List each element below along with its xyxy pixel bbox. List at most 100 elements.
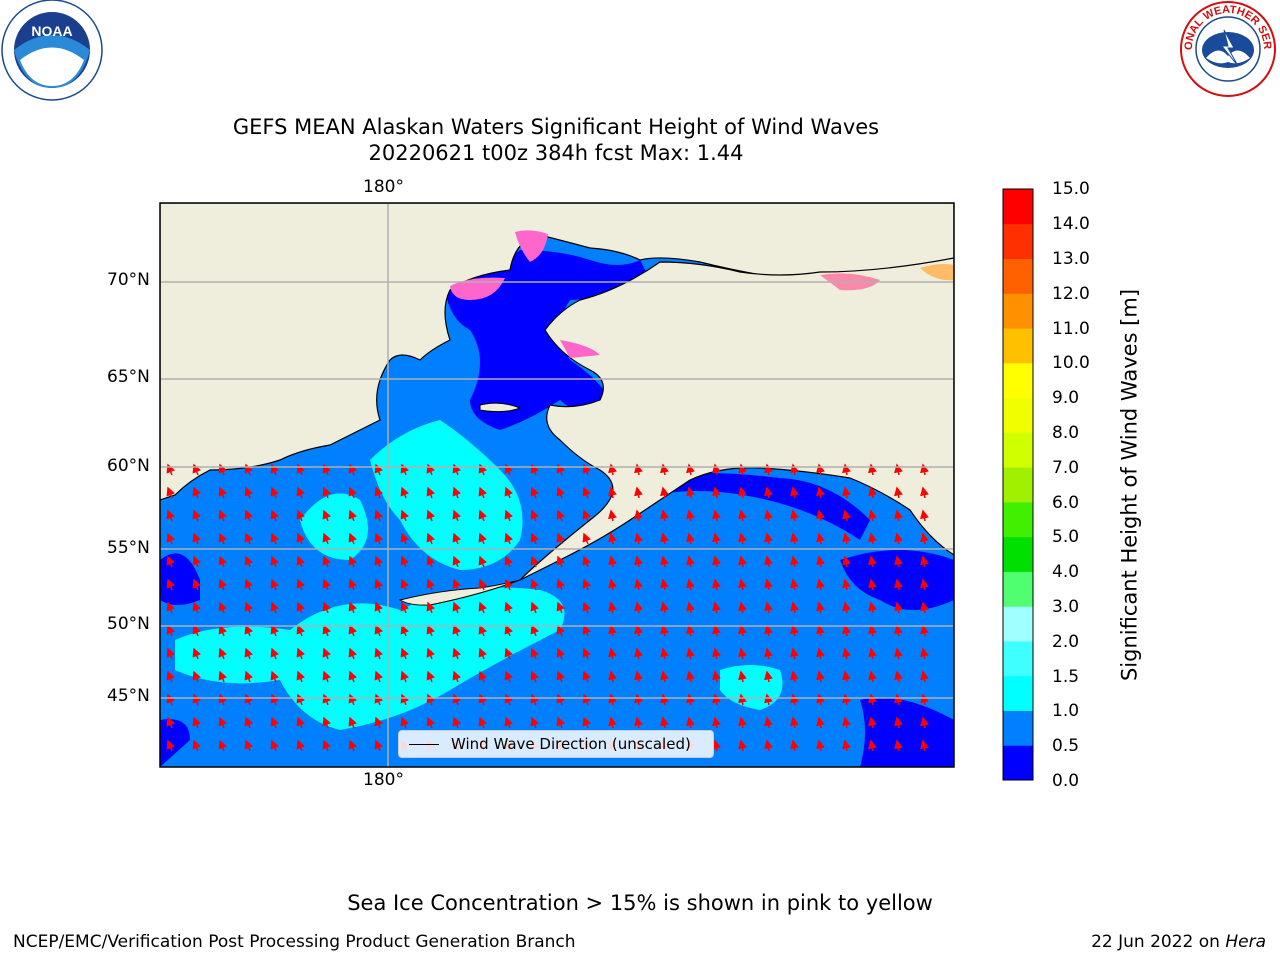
wave-direction-arrow <box>530 532 539 545</box>
wave-direction-arrow <box>634 693 643 706</box>
wave-direction-arrow <box>244 739 253 752</box>
colorbar-segment <box>1003 397 1033 433</box>
wave-direction-arrow <box>478 601 487 614</box>
colorbar-tick: 12.0 <box>1052 284 1090 304</box>
wave-direction-arrow <box>738 647 747 660</box>
wave-direction-arrow <box>348 601 357 614</box>
wave-direction-arrow <box>296 693 305 706</box>
wave-direction-arrow <box>348 509 357 522</box>
wave-direction-arrow <box>478 716 487 729</box>
wave-direction-arrow <box>166 670 175 683</box>
wave-direction-arrow <box>920 693 929 706</box>
land-alaska <box>519 257 954 581</box>
wave-direction-arrow <box>504 716 513 729</box>
colorbar-tick: 5.0 <box>1052 527 1080 547</box>
wave-direction-arrow <box>894 716 903 729</box>
wave-direction-arrow <box>712 624 721 637</box>
lon-label-top: 180° <box>363 177 404 197</box>
wave-direction-arrow <box>530 716 539 729</box>
wave-direction-arrow <box>244 647 253 660</box>
wave-direction-arrow <box>218 532 227 545</box>
wave-direction-arrow <box>868 578 877 591</box>
wave-direction-arrow <box>660 693 669 706</box>
wave-direction-arrow <box>894 486 903 499</box>
wave-direction-arrow <box>218 486 227 499</box>
shallow-wave-area <box>160 553 200 605</box>
wave-direction-arrow <box>712 555 721 568</box>
wave-direction-arrow <box>452 509 461 522</box>
wave-direction-arrow <box>244 624 253 637</box>
wave-direction-arrow <box>556 647 565 660</box>
wave-direction-arrow <box>478 693 487 706</box>
wave-direction-arrow <box>374 532 383 545</box>
wave-direction-arrow <box>556 716 565 729</box>
wave-direction-arrow <box>478 578 487 591</box>
svg-text:NOAA: NOAA <box>31 23 72 39</box>
wave-direction-arrow <box>790 693 799 706</box>
wave-direction-arrow <box>166 693 175 706</box>
wave-direction-arrow <box>842 739 851 752</box>
wave-direction-arrow <box>660 670 669 683</box>
wave-direction-arrow <box>920 624 929 637</box>
wave-direction-arrow <box>374 693 383 706</box>
wave-direction-arrow <box>790 739 799 752</box>
wave-direction-arrow <box>712 578 721 591</box>
wave-direction-arrow <box>192 670 201 683</box>
wave-direction-arrow <box>452 578 461 591</box>
wave-direction-arrow <box>218 693 227 706</box>
wave-direction-arrow <box>556 624 565 637</box>
wave-direction-arrow <box>686 532 695 545</box>
wave-direction-arrow <box>348 555 357 568</box>
lon-label-bottom: 180° <box>363 770 404 790</box>
wave-direction-arrow <box>816 578 825 591</box>
wave-direction-arrow <box>764 578 773 591</box>
wave-direction-arrow <box>504 555 513 568</box>
wave-direction-arrow <box>452 532 461 545</box>
wave-direction-arrow <box>322 716 331 729</box>
wave-direction-arrow <box>764 693 773 706</box>
wave-direction-arrow <box>582 486 591 499</box>
wave-direction-arrow <box>478 555 487 568</box>
lat-label: 50°N <box>107 614 150 634</box>
wave-direction-arrow <box>400 670 409 683</box>
colorbar-tick: 10.0 <box>1052 353 1090 373</box>
wave-direction-arrow <box>738 532 747 545</box>
wave-direction-arrow <box>816 624 825 637</box>
wave-direction-arrow <box>504 624 513 637</box>
lat-label: 65°N <box>107 367 150 387</box>
wave-direction-arrow <box>816 486 825 499</box>
wave-direction-arrow <box>452 486 461 499</box>
wave-direction-arrow <box>192 532 201 545</box>
wave-direction-arrow <box>400 624 409 637</box>
noaa-logo: NOAA <box>0 0 104 104</box>
wave-direction-arrow <box>400 578 409 591</box>
wave-direction-arrow <box>374 509 383 522</box>
colorbar-segment <box>1003 223 1033 260</box>
wave-direction-arrow <box>296 716 305 729</box>
wave-direction-arrow <box>634 509 643 522</box>
wave-direction-arrow <box>296 739 305 752</box>
wave-direction-arrow <box>816 693 825 706</box>
wave-direction-arrow <box>218 578 227 591</box>
wave-direction-arrow <box>218 601 227 614</box>
wave-direction-arrow <box>712 670 721 683</box>
wave-direction-arrow <box>270 624 279 637</box>
wave-direction-arrow <box>244 578 253 591</box>
wave-direction-arrow <box>530 509 539 522</box>
island <box>479 402 522 413</box>
wave-direction-arrow <box>868 555 877 568</box>
wave-direction-arrow <box>634 624 643 637</box>
wave-direction-arrow <box>504 486 513 499</box>
colorbar-segment <box>1003 362 1033 399</box>
wave-direction-arrow <box>842 555 851 568</box>
wave-direction-arrow <box>634 647 643 660</box>
colorbar-segment <box>1003 745 1033 781</box>
wave-direction-arrow <box>582 693 591 706</box>
sea-ice-area <box>450 277 505 300</box>
wave-direction-arrow <box>322 532 331 545</box>
wave-direction-arrow <box>790 601 799 614</box>
wave-direction-arrow <box>166 578 175 591</box>
footer-date-text: 22 Jun 2022 on <box>1091 932 1226 952</box>
wave-direction-arrow <box>608 486 617 499</box>
wave-direction-arrow <box>894 601 903 614</box>
